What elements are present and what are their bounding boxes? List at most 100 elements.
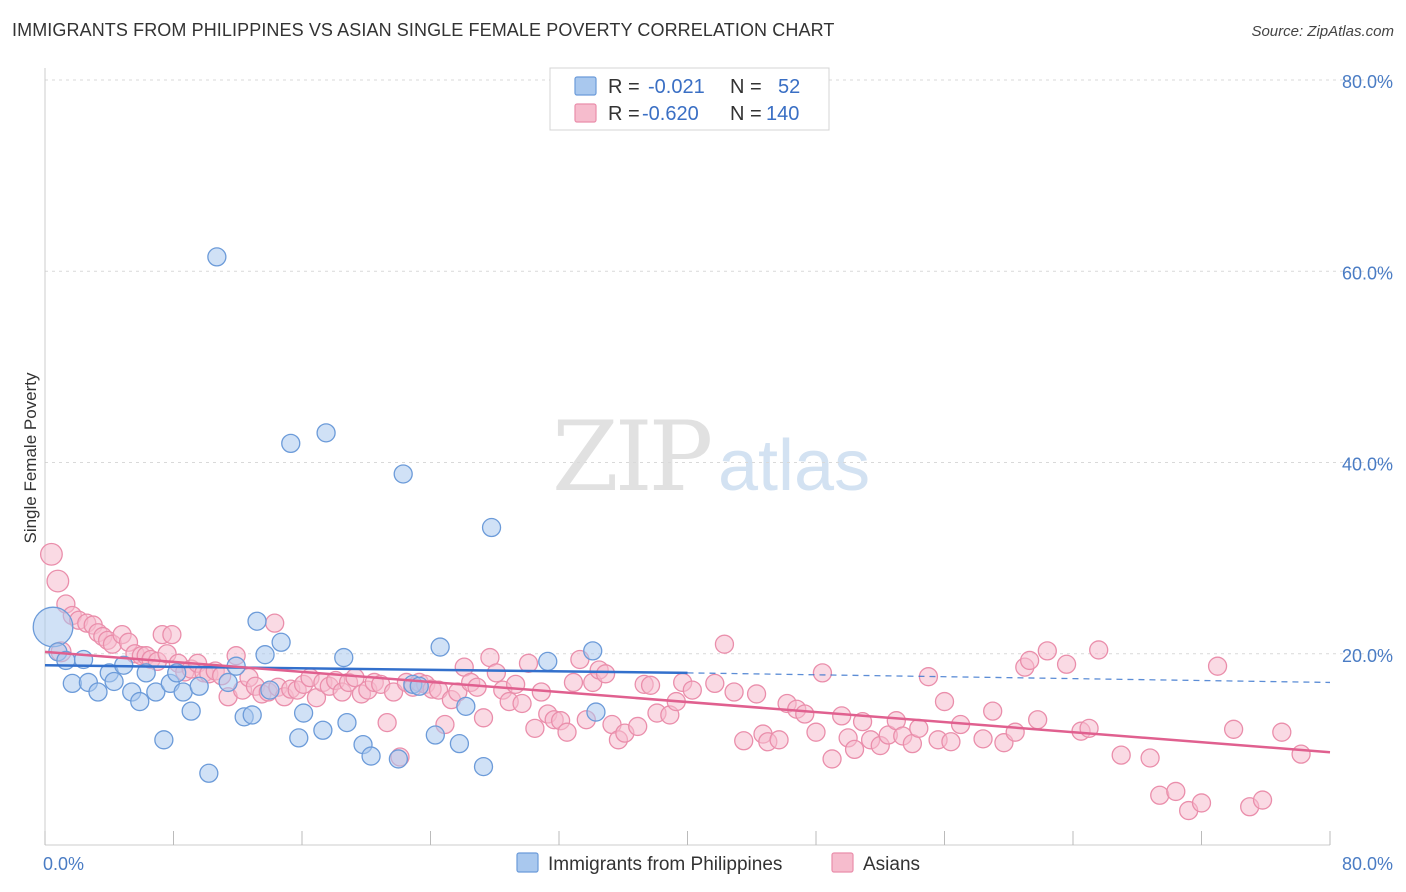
philippines-point bbox=[361, 746, 381, 766]
asians-point bbox=[1291, 744, 1311, 764]
asians-point bbox=[812, 663, 833, 683]
asians-point bbox=[473, 708, 494, 728]
asians-point bbox=[46, 569, 70, 593]
philippines-point bbox=[130, 691, 150, 712]
asians-point bbox=[512, 693, 532, 714]
trend-lines bbox=[44, 650, 1331, 754]
philippines-point bbox=[425, 725, 445, 745]
philippines-point bbox=[181, 701, 201, 721]
asians-point bbox=[934, 691, 955, 712]
philippines-point bbox=[388, 749, 409, 769]
legend-r-value-philippines: -0.021 bbox=[648, 76, 705, 98]
source-credit: Source: ZipAtlas.com bbox=[1251, 23, 1394, 40]
axes bbox=[44, 68, 1331, 846]
gridlines bbox=[45, 79, 1393, 655]
philippines-point bbox=[393, 464, 413, 484]
asians-point bbox=[746, 684, 767, 704]
asians-point bbox=[1056, 654, 1077, 674]
philippines-point bbox=[218, 672, 238, 693]
asians-point bbox=[1191, 793, 1212, 813]
legend-swatch-asians bbox=[574, 103, 597, 123]
asians-point bbox=[795, 704, 815, 724]
y-tick-label: 40.0% bbox=[1342, 455, 1393, 475]
asians-point bbox=[628, 716, 648, 737]
y-tick-label: 60.0% bbox=[1342, 263, 1393, 283]
x-tick-label-start: 0.0% bbox=[43, 854, 84, 874]
asians-point bbox=[1150, 785, 1170, 805]
legend-r-value-asians: -0.620 bbox=[642, 103, 699, 125]
philippines-point bbox=[473, 756, 494, 777]
asians-point bbox=[1111, 745, 1131, 765]
asians-point bbox=[525, 718, 545, 738]
series-label-asians: Asians bbox=[863, 854, 920, 875]
philippines-point bbox=[430, 637, 450, 657]
watermark-zip: ZIP bbox=[552, 401, 711, 513]
asians-point bbox=[844, 739, 865, 760]
x-tick-labels: 0.0% 80.0% bbox=[43, 854, 1393, 874]
philippines-trend-extension bbox=[687, 672, 1331, 684]
legend-n-value-asians: 140 bbox=[766, 103, 799, 125]
asians-point bbox=[1019, 650, 1040, 671]
asians-point bbox=[806, 722, 826, 742]
philippines-point bbox=[62, 673, 82, 694]
y-axis-title: Single Female Poverty bbox=[21, 372, 40, 544]
asians-point bbox=[39, 542, 63, 566]
philippines-point bbox=[189, 676, 209, 696]
asians-point bbox=[1166, 781, 1186, 802]
asians-point bbox=[265, 613, 285, 633]
watermark: ZIP atlas bbox=[552, 401, 870, 513]
legend-n-label: N = bbox=[730, 76, 762, 98]
asians-point bbox=[941, 732, 961, 752]
y-tick-label: 80.0% bbox=[1342, 72, 1393, 92]
asians-point bbox=[486, 663, 507, 683]
asians-point bbox=[983, 701, 1003, 721]
asians-point bbox=[705, 673, 725, 694]
series-legend: Immigrants from Philippines Asians bbox=[516, 852, 920, 875]
philippines-point bbox=[337, 712, 357, 733]
philippines-point bbox=[449, 733, 470, 754]
philippines-point bbox=[199, 763, 219, 783]
asians-point bbox=[769, 730, 789, 750]
series-label-philippines: Immigrants from Philippines bbox=[548, 854, 782, 875]
asians-point bbox=[595, 664, 616, 684]
asians-point bbox=[714, 634, 735, 654]
philippines-point bbox=[136, 663, 156, 683]
asians-point bbox=[1207, 656, 1228, 676]
asians-point bbox=[822, 749, 842, 769]
asians-point bbox=[734, 731, 754, 751]
philippines-point bbox=[167, 663, 187, 683]
philippines-point bbox=[316, 423, 336, 443]
philippines-point bbox=[207, 247, 227, 267]
philippines-point bbox=[293, 703, 314, 723]
philippines-point bbox=[313, 720, 333, 740]
asians-point bbox=[1252, 790, 1273, 810]
philippines-trend-line bbox=[44, 663, 688, 675]
asians-point bbox=[383, 682, 404, 702]
philippines-point bbox=[456, 696, 476, 716]
philippines-point bbox=[260, 680, 280, 700]
philippines-point bbox=[281, 433, 301, 454]
y-tick-labels: 20.0% 40.0% 60.0% 80.0% bbox=[1342, 72, 1393, 666]
asians-point bbox=[682, 680, 702, 700]
chart-title: IMMIGRANTS FROM PHILIPPINES VS ASIAN SIN… bbox=[12, 20, 835, 40]
asians-point bbox=[1140, 748, 1160, 768]
asians-point bbox=[909, 718, 929, 738]
asians-point bbox=[973, 729, 993, 749]
asians-point bbox=[1223, 719, 1244, 739]
asians-point bbox=[1272, 722, 1292, 742]
asians-points bbox=[39, 542, 1311, 821]
legend-swatch-philippines bbox=[574, 76, 597, 96]
asians-point bbox=[832, 706, 852, 726]
series-swatch-philippines bbox=[516, 852, 539, 873]
legend-r-label: R = bbox=[608, 76, 640, 98]
philippines-point bbox=[289, 728, 309, 748]
philippines-point bbox=[586, 702, 606, 722]
philippines-point bbox=[583, 641, 603, 661]
asians-point bbox=[563, 672, 584, 693]
philippines-points bbox=[32, 247, 606, 783]
asians-trend-line bbox=[44, 650, 1331, 754]
asians-point bbox=[505, 674, 526, 694]
philippines-point bbox=[104, 671, 124, 692]
philippines-point bbox=[247, 611, 267, 631]
asians-point bbox=[1037, 641, 1057, 661]
